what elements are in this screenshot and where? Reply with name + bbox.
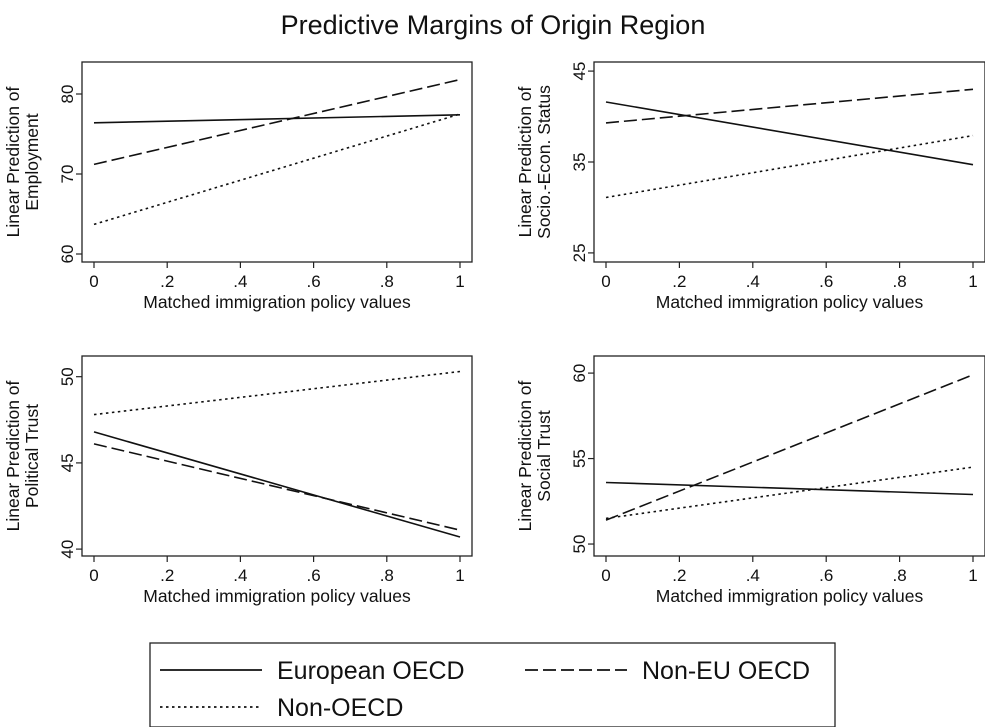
y-tick-label: 45 <box>570 62 589 81</box>
x-tick-label: .8 <box>893 566 907 585</box>
y-axis-label: Linear Prediction of <box>3 86 23 237</box>
plot-frame <box>593 61 985 263</box>
series-line-european-oecd <box>605 481 974 496</box>
plot-frame <box>81 355 473 557</box>
y-axis-label: Political Trust <box>22 404 42 508</box>
y-tick-label: 60 <box>58 245 77 264</box>
x-tick-label: .4 <box>746 272 760 291</box>
y-axis-label: Social Trust <box>534 410 554 502</box>
y-axis-label: Employment <box>22 113 42 210</box>
y-tick-label: 25 <box>570 243 589 262</box>
y-axis-label: Linear Prediction of <box>515 380 535 531</box>
panel-1: 60 70 80 0 .2 .4 .6 .8 1 Matched immigration poli… <box>3 61 473 312</box>
y-tick-label: 45 <box>58 453 77 472</box>
x-tick-label: .8 <box>380 272 394 291</box>
x-tick-label: 1 <box>968 566 977 585</box>
y-tick-label: 50 <box>570 535 589 554</box>
series-line-non-oecd <box>93 113 461 226</box>
x-tick-label: .6 <box>819 272 833 291</box>
x-tick-label: 0 <box>601 272 610 291</box>
x-axis-label: Matched immigration policy values <box>656 292 924 312</box>
x-tick-label: 1 <box>455 272 464 291</box>
legend-label: Non-EU OECD <box>642 657 810 685</box>
y-tick-label: 35 <box>570 153 589 172</box>
series-line-non-oecd <box>93 370 461 416</box>
x-tick-label: 0 <box>601 566 610 585</box>
series-line-european-oecd <box>605 101 974 166</box>
y-tick-label: 50 <box>58 367 77 386</box>
legend-label: European OECD <box>277 657 465 685</box>
y-tick-label: 70 <box>58 165 77 184</box>
x-tick-label: .8 <box>893 272 907 291</box>
x-axis-label: Matched immigration policy values <box>143 586 411 606</box>
x-tick-label: .2 <box>160 272 174 291</box>
panel-3: 40 45 50 0 .2 .4 .6 .8 1 Matched immigration poli… <box>3 355 473 606</box>
x-tick-label: .2 <box>672 272 686 291</box>
x-tick-label: .2 <box>672 566 686 585</box>
x-tick-label: .4 <box>233 272 247 291</box>
x-tick-label: .6 <box>307 272 321 291</box>
x-tick-label: .4 <box>233 566 247 585</box>
x-tick-label: 1 <box>455 566 464 585</box>
panel-2: 25 35 45 0 .2 .4 .6 .8 1 Matched immigration poli… <box>515 61 985 312</box>
chart-panels: 60 70 80 0 .2 .4 .6 .8 1 Matched immigration poli… <box>3 61 985 606</box>
figure-title: Predictive Margins of Origin Region <box>281 10 706 40</box>
x-tick-label: .6 <box>819 566 833 585</box>
panel-4: 50 55 60 0 .2 .4 .6 .8 1 Matched immigration poli… <box>515 355 985 606</box>
x-tick-label: 1 <box>968 272 977 291</box>
series-line-non-oecd <box>605 466 974 520</box>
x-tick-label: .8 <box>380 566 394 585</box>
plot-frame <box>81 61 473 263</box>
plot-frame <box>593 355 985 557</box>
series-line-non-eu-oecd <box>93 443 461 531</box>
y-tick-label: 80 <box>58 85 77 104</box>
y-tick-label: 40 <box>58 540 77 559</box>
series-line-non-eu-oecd <box>605 374 974 521</box>
series-line-non-eu-oecd <box>93 78 461 166</box>
legend-box <box>149 642 836 727</box>
series-line-non-oecd <box>605 134 974 199</box>
series-line-european-oecd <box>93 114 461 124</box>
y-tick-label: 55 <box>570 449 589 468</box>
series-line-non-eu-oecd <box>605 88 974 124</box>
legend-label: Non-OECD <box>277 694 403 722</box>
x-tick-label: .6 <box>307 566 321 585</box>
series-line-european-oecd <box>93 431 461 538</box>
y-axis-label: Socio.-Econ. Status <box>534 85 554 239</box>
y-tick-label: 60 <box>570 364 589 383</box>
x-axis-label: Matched immigration policy values <box>656 586 924 606</box>
legend: European OECD Non-EU OECD Non-OECD <box>149 642 836 727</box>
x-axis-label: Matched immigration policy values <box>143 292 411 312</box>
y-axis-label: Linear Prediction of <box>515 86 535 237</box>
x-tick-label: .4 <box>746 566 760 585</box>
y-axis-label: Linear Prediction of <box>3 380 23 531</box>
x-tick-label: .2 <box>160 566 174 585</box>
x-tick-label: 0 <box>89 566 98 585</box>
x-tick-label: 0 <box>89 272 98 291</box>
